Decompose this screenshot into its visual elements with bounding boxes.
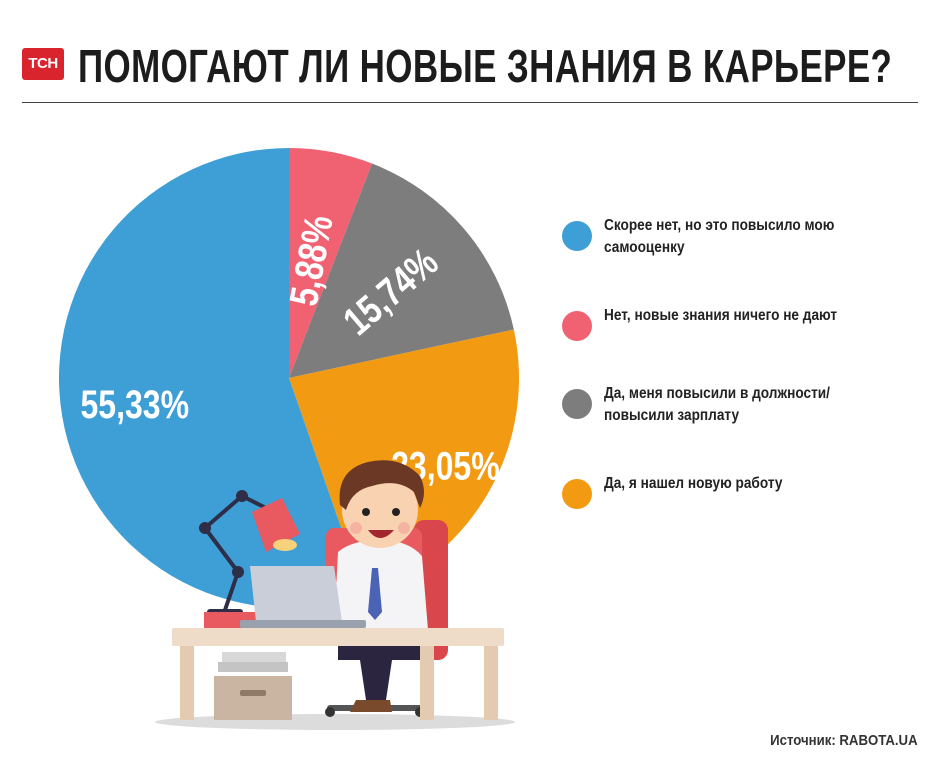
laptop-base (240, 620, 366, 628)
legend-item: Да, меня повысили в должности/ повысили … (562, 383, 902, 433)
office-illustration (155, 460, 515, 730)
box-handle (240, 690, 266, 696)
legend-label: Скорее нет, но это повысило мою самооцен… (604, 217, 835, 256)
paper-stack (218, 662, 288, 672)
person-hair (339, 460, 424, 510)
lamp-bulb (273, 539, 297, 551)
pie-slice-label: 55,33% (81, 381, 190, 426)
legend-label: Да, я нашел новую работу (604, 475, 783, 492)
lamp-shade (252, 498, 300, 552)
chair-wheel (325, 707, 335, 717)
person-shoes (350, 700, 392, 712)
person-mouth (368, 530, 394, 538)
legend-label: Нет, новые знания ничего не дают (604, 307, 838, 324)
person-shirt (334, 540, 428, 630)
header: ТСН ПОМОГАЮТ ЛИ НОВЫЕ ЗНАНИЯ В КАРЬЕРЕ? (22, 40, 918, 103)
lamp-joint (232, 566, 244, 578)
legend-swatch (562, 389, 592, 419)
desk-leg (180, 646, 194, 720)
legend-item: Да, я нашел новую работу (562, 473, 902, 523)
storage-box (214, 676, 292, 720)
lamp-joint (236, 490, 248, 502)
person-cheek (398, 522, 410, 534)
person-eye (392, 508, 400, 516)
legend-item: Нет, новые знания ничего не дают (562, 305, 902, 355)
desk-leg (420, 646, 434, 720)
floor-shadow (155, 714, 515, 730)
laptop-screen (250, 566, 342, 622)
pie-slice (289, 163, 514, 378)
desk-top (172, 628, 504, 646)
person-cheek (350, 522, 362, 534)
lamp-joint (199, 522, 211, 534)
tsn-logo: ТСН (22, 48, 64, 80)
pie-slices (59, 148, 519, 608)
source-caption: Источник: RABOTA.UA (770, 732, 918, 749)
legend-swatch (562, 479, 592, 509)
legend-label: Да, меня повысили в должности/ повысили … (604, 385, 830, 424)
page-title: ПОМОГАЮТ ЛИ НОВЫЕ ЗНАНИЯ В КАРЬЕРЕ? (78, 40, 893, 92)
person-eye (362, 508, 370, 516)
pie-slice (289, 148, 373, 378)
legend-item: Скорее нет, но это повысило мою самооцен… (562, 215, 902, 265)
person-tie (368, 568, 382, 620)
paper-stack (222, 652, 286, 662)
legend-swatch (562, 311, 592, 341)
legend-swatch (562, 221, 592, 251)
pie-slice (59, 148, 365, 608)
title-divider (22, 102, 918, 103)
desk-leg (484, 646, 498, 720)
